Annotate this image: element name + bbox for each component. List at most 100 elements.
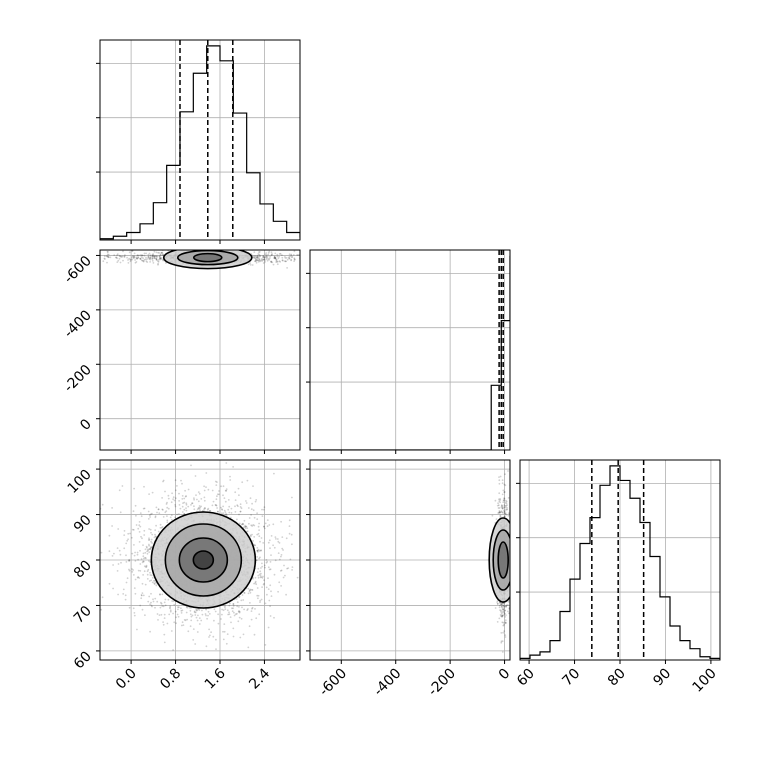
p2-0-point (191, 614, 194, 617)
p2-0-point (186, 618, 189, 621)
p2-1-point (502, 608, 504, 611)
p1-0-point (89, 254, 91, 256)
p2-0-point (252, 524, 255, 526)
p2-0-point (187, 630, 190, 633)
p2-0-point (289, 558, 292, 561)
p1-0-point (322, 256, 324, 258)
p2-0-point (120, 561, 122, 564)
p1-0-point (293, 258, 296, 261)
p2-0-point (181, 511, 184, 513)
p2-1-content (310, 460, 510, 660)
p2-0-point (250, 610, 253, 612)
p2-0-point (254, 544, 256, 547)
p1-0-point (278, 255, 280, 258)
p2-0-point (235, 598, 238, 600)
p1-0-point (123, 255, 126, 258)
p2-0-point (243, 608, 246, 611)
p2-0-point (258, 573, 261, 576)
p2-0-point (260, 598, 263, 601)
p1-0-point (313, 259, 315, 261)
p1-0-point (138, 254, 140, 257)
p2-0-point (239, 506, 242, 508)
p1-0-point (285, 257, 288, 259)
p2-0-point (149, 548, 152, 551)
p1-0-point (275, 259, 278, 262)
p2-0-point (166, 506, 169, 509)
p2-0-point (269, 605, 271, 608)
p2-0-point (256, 512, 258, 515)
p2-0-point (257, 597, 259, 600)
p2-0-point (263, 525, 265, 528)
p2-0-point (249, 588, 252, 591)
p1-0-contour (192, 252, 223, 263)
p2-0-point (207, 610, 210, 613)
p2-0-point (273, 573, 276, 576)
p2-0-point (172, 612, 175, 615)
p2-0-point (150, 531, 152, 534)
p2-0-point (162, 509, 164, 511)
p2-0-point (147, 600, 150, 603)
p1-0-point (136, 257, 139, 260)
p2-0-point (209, 510, 212, 512)
p2-0-point (269, 547, 271, 550)
p2-0-point (173, 603, 176, 606)
p1-0-point (266, 255, 269, 258)
p1-0-point (273, 256, 276, 258)
p2-0-point (250, 535, 252, 538)
p1-0-point (153, 250, 156, 253)
p2-0-point (221, 608, 224, 611)
p2-0-point (238, 513, 240, 516)
p1-0-point (129, 258, 132, 261)
p2-0-point (93, 573, 95, 575)
p2-0-point (156, 613, 159, 615)
p1-0-point (149, 256, 152, 259)
p1-0-point (136, 254, 139, 256)
p2-0-point (100, 551, 103, 554)
p2-0-point (181, 505, 184, 508)
p1-0-point (290, 254, 293, 257)
p2-0-point (164, 598, 167, 601)
p1-0-point (351, 261, 353, 263)
p1-0-point (281, 254, 283, 257)
p2-0-point (178, 492, 180, 495)
p2-1-point (496, 621, 499, 623)
p2-0-point (170, 630, 173, 632)
p1-0-point (155, 255, 158, 258)
p2-0-point (194, 614, 197, 616)
p2-0-point (146, 546, 148, 549)
p2-0-point (122, 593, 125, 595)
p2-1-point (505, 514, 507, 516)
p2-0-point (140, 535, 142, 538)
p2-0-point (280, 569, 283, 572)
p2-1-point (498, 479, 501, 482)
p1-0-point (249, 262, 252, 264)
p2-0-point (151, 576, 154, 579)
p2-0-point (280, 520, 282, 523)
p2-0-point (108, 582, 111, 585)
p1-0-point (154, 255, 156, 258)
p2-0-point (247, 507, 250, 509)
p2-0-point (152, 598, 154, 601)
p2-0-point (291, 543, 293, 546)
p2-0-point (214, 480, 217, 483)
p2-0-point (148, 544, 151, 547)
p2-0-point (155, 524, 158, 527)
p2-0-point (246, 479, 249, 482)
p2-0-point (167, 598, 170, 601)
p1-0-point (113, 254, 116, 256)
p2-0-point (197, 500, 200, 503)
p2-1-point (500, 640, 503, 643)
p2-0-point (185, 611, 188, 614)
p2-0-content (93, 460, 300, 660)
p2-0-point (194, 611, 197, 614)
p2-1-point (504, 484, 507, 487)
p2-0-point (190, 464, 192, 467)
p2-0-point (230, 507, 233, 510)
p2-0-point (154, 535, 157, 538)
p1-0-point (106, 255, 109, 258)
p2-0-point (161, 508, 164, 511)
p1-0-point (268, 250, 271, 253)
p2-0-point (261, 577, 264, 579)
p1-0-point (270, 254, 273, 257)
p2-1-point (501, 607, 504, 610)
